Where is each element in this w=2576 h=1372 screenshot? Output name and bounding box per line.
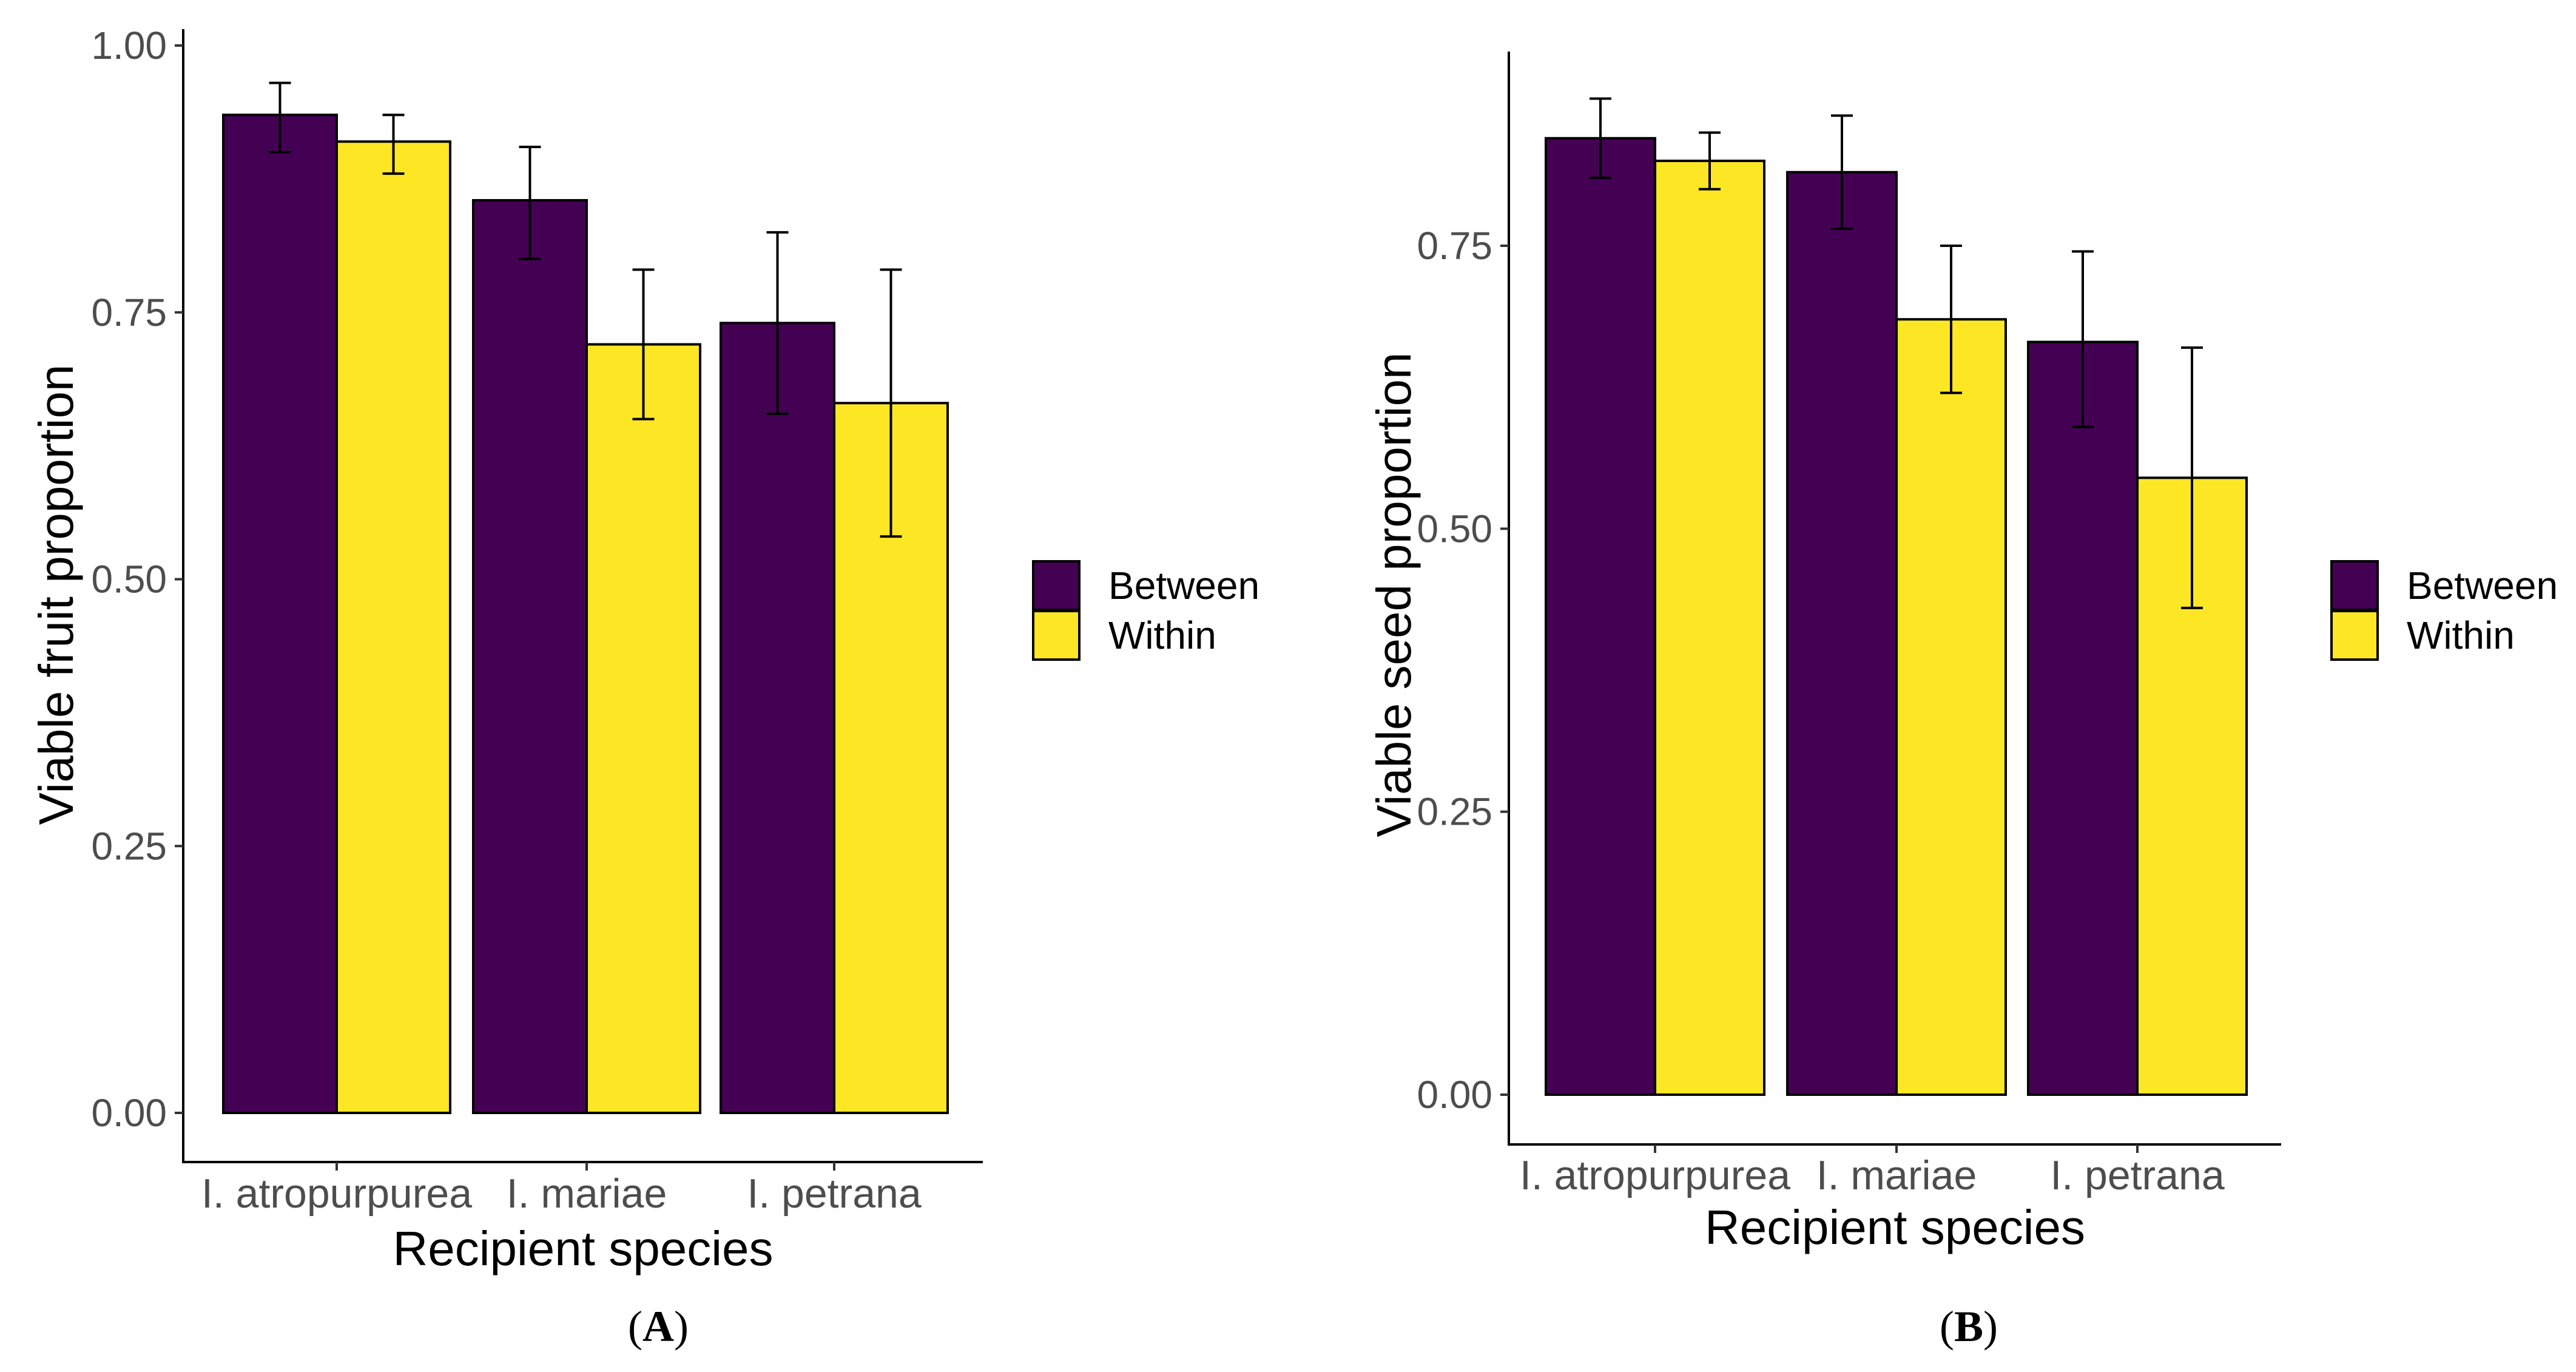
bar-a-between-1 <box>472 199 588 1114</box>
bar-a-within-1 <box>585 343 701 1114</box>
panel-a: 0.00 0.25 0.50 0.75 1.00 I. atropurpurea I. ma… <box>29 24 1259 1351</box>
x-tick-label-b-0: I. atropurpurea <box>1520 1152 1790 1198</box>
panel-label-a: (A) <box>628 1302 689 1351</box>
bar-a-between-0 <box>222 113 338 1115</box>
y-tick-label-a-2: 0.50 <box>91 558 167 601</box>
legend-label-a-between: Between <box>1108 564 1259 607</box>
x-tick-label-a-2: I. petrana <box>747 1171 921 1217</box>
x-axis-title-a: Recipient species <box>393 1222 774 1276</box>
y-tick-label-b-2: 0.50 <box>1417 507 1492 550</box>
legend-swatch-a-within <box>1032 610 1081 661</box>
legend-label-b-within: Within <box>2407 613 2515 657</box>
y-tick-label-a-4: 1.00 <box>91 24 167 67</box>
x-tick-label-b-2: I. petrana <box>2050 1152 2224 1198</box>
bar-a-between-2 <box>720 322 835 1115</box>
y-axis-title-b: Viable seed proportion <box>1367 352 1421 837</box>
bar-b-between-1 <box>1786 171 1898 1097</box>
y-tick-label-a-3: 0.75 <box>91 291 167 334</box>
x-axis-title-b: Recipient species <box>1705 1200 2085 1254</box>
x-tick-label-a-1: I. mariae <box>507 1171 667 1217</box>
x-tick-label-a-0: I. atropurpurea <box>201 1171 472 1217</box>
bar-b-within-0 <box>1654 160 1765 1097</box>
bar-b-between-2 <box>2027 340 2139 1096</box>
bar-a-within-0 <box>335 140 451 1114</box>
bar-b-within-1 <box>1895 318 2007 1096</box>
panel-label-b: (B) <box>1940 1302 1998 1351</box>
y-axis-title-a: Viable fruit proportion <box>29 365 83 825</box>
legend-label-b-between: Between <box>2407 564 2558 607</box>
legend-label-a-within: Within <box>1108 613 1216 657</box>
y-tick-label-b-0: 0.00 <box>1417 1073 1492 1117</box>
panel-b: 0.00 0.25 0.50 0.75 I. atropurpurea I. mariae… <box>1367 52 2558 1351</box>
legend-swatch-a-between <box>1032 560 1081 611</box>
legend-swatch-b-between <box>2330 560 2379 611</box>
y-tick-label-a-1: 0.25 <box>91 824 167 868</box>
y-tick-label-b-3: 0.75 <box>1417 224 1492 268</box>
x-tick-label-b-1: I. mariae <box>1816 1152 1977 1198</box>
legend-swatch-b-within <box>2330 610 2379 661</box>
y-tick-label-a-0: 0.00 <box>91 1091 167 1135</box>
bar-b-between-0 <box>1545 137 1656 1096</box>
y-tick-label-b-1: 0.25 <box>1417 790 1492 834</box>
